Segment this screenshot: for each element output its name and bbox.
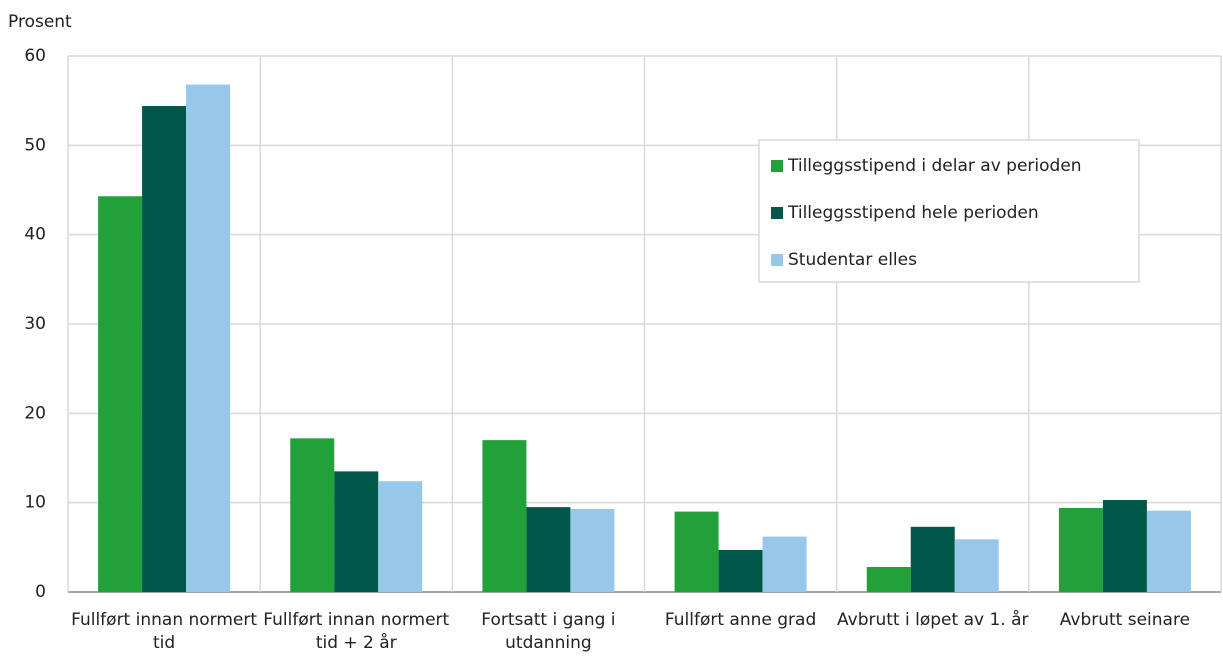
x-tick-label: Fullført anne grad bbox=[664, 610, 817, 630]
legend-swatch bbox=[771, 254, 783, 266]
bar bbox=[98, 196, 143, 592]
bar bbox=[142, 106, 187, 592]
y-tick-label: 10 bbox=[24, 493, 46, 513]
bar bbox=[378, 481, 423, 592]
bar bbox=[910, 526, 955, 592]
bar bbox=[762, 536, 807, 592]
bar bbox=[1102, 499, 1147, 592]
bar bbox=[526, 507, 571, 592]
y-tick-label: 30 bbox=[24, 314, 46, 334]
x-tick-label: Fortsatt i gang i utdanning bbox=[481, 610, 616, 653]
bar bbox=[186, 84, 231, 592]
legend-swatch bbox=[771, 207, 783, 219]
y-tick-label: 40 bbox=[24, 225, 46, 245]
x-tick-label: Avbrutt i løpet av 1. år bbox=[837, 610, 1029, 630]
bar bbox=[674, 511, 719, 592]
legend-swatch bbox=[771, 160, 783, 172]
x-tick-label: Fullført innan normert tid + 2 år bbox=[263, 610, 450, 653]
legend-label: Tilleggsstipend hele perioden bbox=[787, 203, 1039, 223]
legend-label: Studentar elles bbox=[788, 250, 917, 270]
legend-box bbox=[758, 139, 1140, 283]
y-tick-label: 20 bbox=[24, 403, 46, 423]
bar bbox=[718, 550, 763, 592]
y-tick-label: 50 bbox=[24, 135, 46, 155]
bar bbox=[866, 566, 911, 592]
bar bbox=[954, 539, 999, 592]
x-tick-label: Avbrutt seinare bbox=[1059, 610, 1191, 630]
bar bbox=[1058, 508, 1103, 592]
y-axis-label: Prosent bbox=[8, 12, 72, 32]
bar bbox=[482, 440, 527, 592]
bar bbox=[1146, 510, 1191, 592]
bar bbox=[290, 438, 335, 592]
bar bbox=[334, 471, 379, 592]
bar bbox=[570, 508, 615, 592]
y-tick-label: 60 bbox=[24, 46, 46, 66]
legend-label: Tilleggsstipend i delar av perioden bbox=[787, 156, 1082, 176]
y-tick-label: 0 bbox=[35, 582, 46, 602]
x-tick-label: Fullført innan normert tid bbox=[71, 610, 258, 653]
